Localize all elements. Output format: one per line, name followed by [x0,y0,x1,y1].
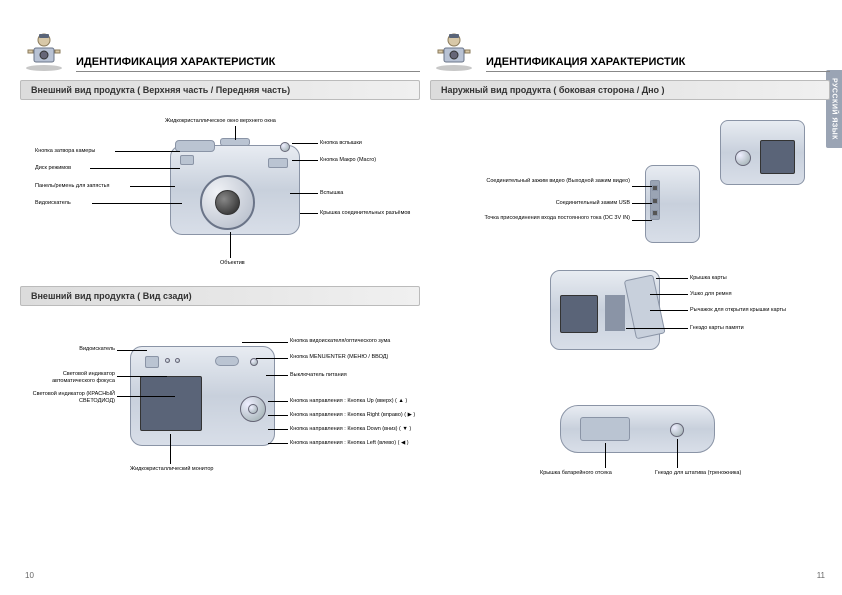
label-lens: Объектив [220,260,245,267]
label-flash-btn: Кнопка вспышки [320,140,362,147]
label-lever: Рычажок для открытия крышки карты [690,307,786,314]
label-dc: Точка присоединения входа постоянного то… [480,215,630,222]
label-cover: Крышка соединительных разъёмов [320,210,410,217]
label-right: Кнопка направления : Кнопка Right (вправ… [290,412,415,419]
label-menu: Кнопка MENU/ENTER (МЕНЮ / ВВОД) [290,354,420,361]
diagram-side: Соединительный зажим видео (Выходной заж… [430,110,830,265]
label-down: Кнопка направления : Кнопка Down (вниз) … [290,426,411,433]
label-grip: Панель/ремень для запястья [35,183,110,190]
label-flash: Вспышка [320,190,343,197]
label-flash-led: Световой индикатор (КРАСНЫЙ СВЕТОДИОД) [20,391,115,404]
label-left: Кнопка направления : Кнопка Left (влево)… [290,440,409,447]
mascot-icon [20,30,68,72]
label-lcd: Жидкокристаллический монитор [130,466,213,473]
label-tripod: Гнездо для штатива (треножника) [655,470,741,477]
page-num-right: 11 [817,571,825,580]
label-shutter: Кнопка затвора камеры [35,148,95,155]
diagram-card: Крышка карты Ушко для ремня Рычажок для … [430,265,830,395]
language-tab-label: РУССКИЙ ЯЗЫК [831,78,838,140]
header-right: ИДЕНТИФИКАЦИЯ ХАРАКТЕРИСТИК [430,30,830,72]
page-right: ИДЕНТИФИКАЦИЯ ХАРАКТЕРИСТИК Наружный вид… [430,30,830,570]
label-strap: Ушко для ремня [690,291,732,298]
page-num-left: 10 [25,571,34,580]
label-vf2: Видоискатель [20,346,115,353]
header-left: ИДЕНТИФИКАЦИЯ ХАРАКТЕРИСТИК [20,30,420,72]
diagram-bottom: Крышка батарейного отсека Гнездо для шта… [430,395,830,495]
label-usb: Соединительный зажим USB [480,200,630,207]
mascot-icon [430,30,478,72]
label-top-lcd: Жидкокристаллическое окно верхнего окна [165,118,276,125]
label-battery: Крышка батарейного отсека [540,470,612,477]
label-mode-dial: Диск режимов [35,165,71,172]
label-zoom: Кнопка видоискателя/оптического зума [290,338,390,345]
page-title-left: ИДЕНТИФИКАЦИЯ ХАРАКТЕРИСТИК [76,56,420,72]
label-macro-btn: Кнопка Макро (Macro) [320,157,376,164]
section-bar-1: Внешний вид продукта ( Верхняя часть / П… [20,80,420,100]
label-video: Соединительный зажим видео (Выходной заж… [480,178,630,185]
label-card-cover: Крышка карты [690,275,727,282]
label-up: Кнопка направления : Кнопка Up (вверх) (… [290,398,407,405]
page-title-right: ИДЕНТИФИКАЦИЯ ХАРАКТЕРИСТИК [486,56,830,72]
label-power: Выключатель питания [290,372,347,379]
section-bar-3: Наружный вид продукта ( боковая сторона … [430,80,830,100]
label-slot: Гнездо карты памяти [690,325,744,332]
diagram-front: Кнопка затвора камеры Диск режимов Панел… [20,110,420,280]
page-left: ИДЕНТИФИКАЦИЯ ХАРАКТЕРИСТИК Внешний вид … [20,30,420,570]
section-bar-2: Внешний вид продукта ( Вид сзади) [20,286,420,306]
label-af-led: Световой индикатор автоматического фокус… [20,371,115,384]
diagram-rear: Видоискатель Световой индикатор автомати… [20,316,420,491]
label-viewfinder: Видоискатель [35,200,71,207]
